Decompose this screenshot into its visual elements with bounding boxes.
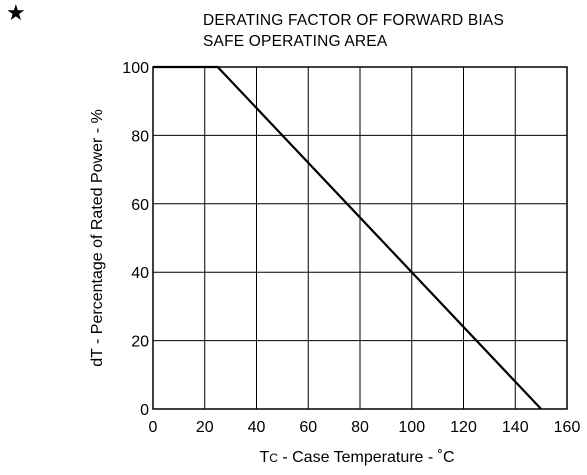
chart-title-line-2: SAFE OPERATING AREA	[203, 33, 388, 50]
star-icon: ★	[6, 0, 26, 25]
x-axis-label: TC - Case Temperature - ˚C	[259, 449, 454, 466]
y-tick-labels: 0 20 40 60 80 100	[122, 60, 149, 419]
x-tick-label: 80	[351, 419, 369, 436]
series-line-0	[153, 65, 542, 410]
x-axis-label-sub: C	[269, 451, 278, 465]
series	[153, 65, 542, 410]
plot-frame	[152, 66, 568, 410]
x-tick-label: 0	[149, 419, 158, 436]
x-axis-label-rest: - Case Temperature - ˚C	[278, 449, 455, 466]
y-axis-label: dT - Percentage of Rated Power - %	[89, 109, 106, 367]
y-tick-label: 80	[131, 128, 149, 145]
x-tick-label: 40	[248, 419, 266, 436]
x-tick-label: 140	[502, 419, 529, 436]
grid	[153, 67, 567, 409]
x-tick-label: 100	[398, 419, 425, 436]
y-tick-label: 0	[140, 402, 149, 419]
x-tick-label: 60	[299, 419, 317, 436]
y-tick-label: 100	[122, 60, 149, 77]
y-tick-label: 20	[131, 334, 149, 351]
x-tick-label: 120	[450, 419, 477, 436]
x-axis-label-main: T	[259, 449, 269, 466]
x-tick-label: 160	[554, 419, 581, 436]
chart-title-line-1: DERATING FACTOR OF FORWARD BIAS	[203, 12, 505, 29]
y-tick-label: 40	[131, 265, 149, 282]
y-tick-label: 60	[131, 197, 149, 214]
x-tick-label: 20	[196, 419, 214, 436]
x-tick-labels: 0 20 40 60 80 100 120 140 160	[149, 419, 581, 436]
